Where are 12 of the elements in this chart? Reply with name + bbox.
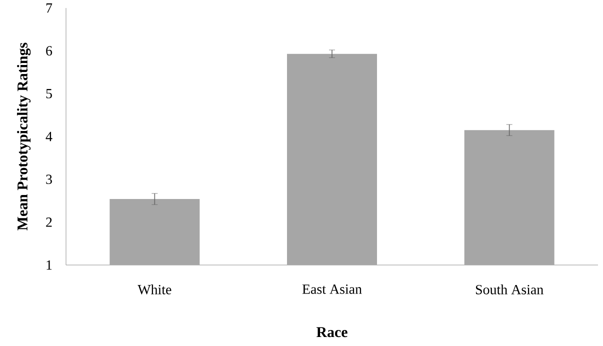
y-tick-label: 5 [46, 89, 52, 98]
x-tick-label: East Asian [302, 284, 362, 294]
y-tick-label: 7 [46, 3, 52, 13]
y-tick-label: 1 [46, 260, 52, 270]
y-tick-label: 6 [46, 46, 52, 56]
y-tick-label: 4 [46, 132, 52, 142]
x-axis-title: Race [316, 327, 348, 338]
y-axis-title: Mean Prototypicality Ratings [17, 42, 31, 230]
y-tick-label: 3 [46, 174, 52, 184]
y-tick-label: 2 [46, 218, 52, 227]
x-tick-label: White [138, 284, 172, 294]
x-tick-label: South Asian [476, 284, 544, 294]
